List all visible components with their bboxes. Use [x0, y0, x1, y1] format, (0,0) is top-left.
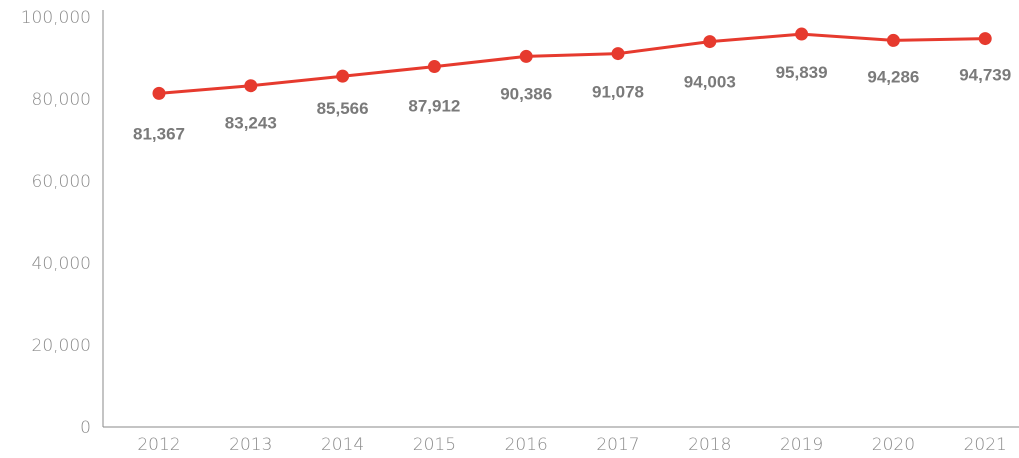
data-label: 94,003	[684, 73, 736, 92]
y-tick-label: 0	[80, 418, 91, 438]
data-point-marker	[886, 33, 900, 47]
data-point-marker	[519, 49, 533, 63]
data-label: 94,286	[867, 67, 919, 86]
series-line-group	[152, 27, 992, 100]
data-point-marker	[795, 27, 809, 41]
x-tick-label: 2016	[505, 435, 548, 455]
x-tick-label: 2020	[872, 435, 915, 455]
y-tick-label: 80,000	[32, 90, 91, 110]
x-tick-label: 2015	[413, 435, 456, 455]
data-label: 81,367	[133, 124, 185, 143]
data-point-marker	[336, 69, 350, 83]
data-point-marker	[611, 47, 625, 61]
data-label: 91,078	[592, 83, 644, 102]
y-tick-label: 100,000	[21, 8, 91, 28]
data-label: 87,912	[408, 97, 460, 116]
x-axis: 2012 2013 2014 2015 2016 2017 2018 2019 2020 2021	[103, 426, 1019, 455]
x-tick-label: 2017	[596, 435, 639, 455]
x-tick-label: 2013	[229, 435, 272, 455]
x-tick-label: 2019	[780, 435, 823, 455]
y-tick-label: 40,000	[32, 254, 91, 274]
data-label: 90,386	[500, 84, 552, 103]
x-tick-label: 2018	[688, 435, 731, 455]
data-point-marker	[978, 32, 992, 46]
x-tick-label: 2012	[137, 435, 180, 455]
data-point-marker	[152, 86, 166, 100]
data-point-marker	[427, 60, 441, 74]
data-label: 83,243	[225, 114, 277, 133]
data-label: 85,566	[317, 99, 369, 118]
y-axis: 0 20,000 40,000 60,000 80,000 100,000	[21, 8, 104, 438]
data-point-marker	[244, 79, 258, 93]
data-point-marker	[703, 35, 717, 49]
data-label: 94,739	[959, 66, 1011, 85]
x-tick-label: 2014	[321, 435, 364, 455]
data-label: 95,839	[776, 63, 828, 82]
series-line	[158, 32, 986, 95]
data-labels-group: 81,367 83,243 85,566 87,912 90,386 91,078 94,0…	[133, 63, 1011, 143]
y-tick-label: 60,000	[32, 172, 91, 192]
y-tick-label: 20,000	[32, 336, 91, 356]
x-tick-label: 2021	[964, 435, 1007, 455]
